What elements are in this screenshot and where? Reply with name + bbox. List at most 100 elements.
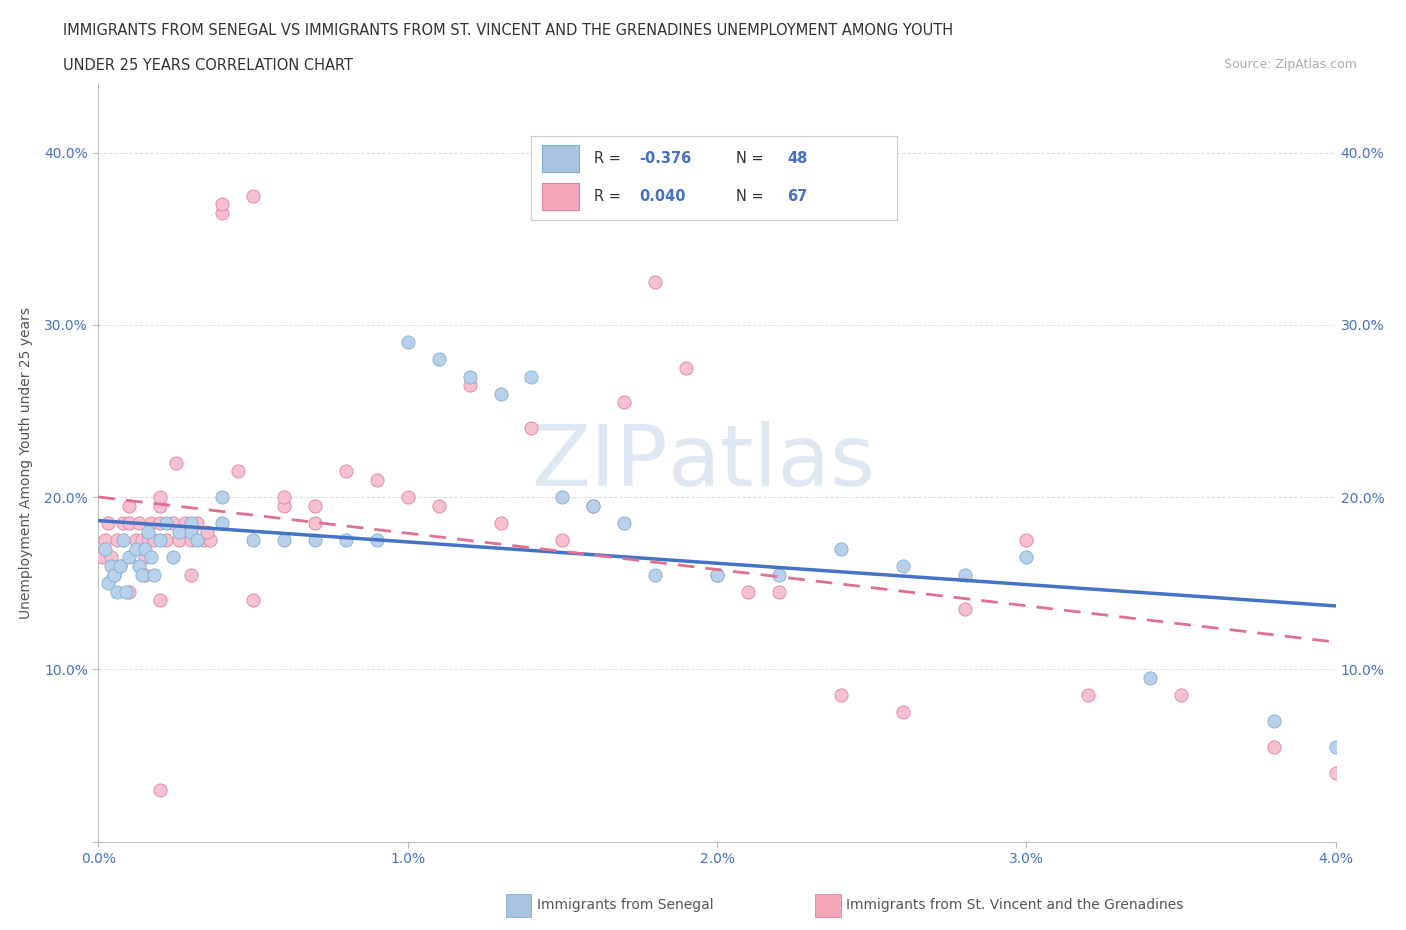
Point xyxy=(155,533,177,548)
Text: R =: R = xyxy=(593,189,626,205)
Point xyxy=(100,559,122,574)
Point xyxy=(198,533,221,548)
Point xyxy=(211,490,233,505)
Point xyxy=(458,378,481,392)
Point xyxy=(891,705,914,720)
Point xyxy=(675,361,697,376)
Point xyxy=(273,490,295,505)
Point xyxy=(366,533,388,548)
Point xyxy=(706,567,728,582)
Text: -0.376: -0.376 xyxy=(640,151,692,166)
Point xyxy=(131,567,153,582)
Point xyxy=(1015,550,1038,565)
Text: ZIP: ZIP xyxy=(531,421,668,504)
Point xyxy=(131,533,153,548)
Point xyxy=(737,584,759,599)
Text: 0.040: 0.040 xyxy=(640,189,686,205)
Bar xyxy=(543,183,579,210)
Point xyxy=(186,515,208,530)
Point xyxy=(136,533,159,548)
Point xyxy=(644,274,666,289)
Y-axis label: Unemployment Among Youth under 25 years: Unemployment Among Youth under 25 years xyxy=(20,307,32,618)
Point xyxy=(112,533,135,548)
Point xyxy=(149,533,172,548)
Point xyxy=(706,567,728,582)
Point xyxy=(1077,688,1099,703)
Point xyxy=(242,533,264,548)
Point xyxy=(1324,739,1347,754)
Point xyxy=(242,593,264,608)
Point xyxy=(520,420,543,435)
Point xyxy=(551,533,574,548)
Point xyxy=(136,525,159,539)
Point xyxy=(100,550,122,565)
Point xyxy=(128,515,150,530)
Point xyxy=(149,515,172,530)
Point xyxy=(1170,688,1192,703)
Point xyxy=(112,515,135,530)
Point xyxy=(226,464,249,479)
Point xyxy=(149,593,172,608)
Point xyxy=(108,559,131,574)
Text: Immigrants from St. Vincent and the Grenadines: Immigrants from St. Vincent and the Gren… xyxy=(846,897,1184,912)
Point xyxy=(953,602,976,617)
Point xyxy=(105,584,128,599)
Point xyxy=(180,533,202,548)
Text: UNDER 25 YEARS CORRELATION CHART: UNDER 25 YEARS CORRELATION CHART xyxy=(63,58,353,73)
Point xyxy=(489,386,512,401)
Point xyxy=(103,567,125,582)
Point xyxy=(273,533,295,548)
Point xyxy=(1324,765,1347,780)
Text: atlas: atlas xyxy=(668,421,876,504)
Point xyxy=(242,188,264,203)
Point xyxy=(582,498,605,513)
Point xyxy=(128,559,150,574)
Point xyxy=(118,515,141,530)
Point xyxy=(167,533,190,548)
Point xyxy=(613,395,636,410)
Point xyxy=(768,584,790,599)
Point xyxy=(768,567,790,582)
Point xyxy=(891,559,914,574)
Point xyxy=(134,567,156,582)
Text: R =: R = xyxy=(593,151,626,166)
Point xyxy=(953,567,976,582)
Point xyxy=(304,533,326,548)
Point xyxy=(118,550,141,565)
Point xyxy=(149,498,172,513)
Text: IMMIGRANTS FROM SENEGAL VS IMMIGRANTS FROM ST. VINCENT AND THE GRENADINES UNEMPL: IMMIGRANTS FROM SENEGAL VS IMMIGRANTS FR… xyxy=(63,23,953,38)
Point xyxy=(180,515,202,530)
Point xyxy=(118,584,141,599)
Point xyxy=(335,533,357,548)
Point xyxy=(427,352,450,366)
Point xyxy=(143,533,166,548)
Text: N =: N = xyxy=(737,189,769,205)
Point xyxy=(211,515,233,530)
Point xyxy=(180,567,202,582)
Point xyxy=(335,464,357,479)
Point xyxy=(644,567,666,582)
Point xyxy=(1263,739,1285,754)
Point xyxy=(551,490,574,505)
Point xyxy=(1139,671,1161,685)
Point xyxy=(1263,713,1285,728)
Point xyxy=(103,567,125,582)
Point xyxy=(93,533,115,548)
Point xyxy=(427,498,450,513)
Point xyxy=(520,369,543,384)
Point xyxy=(93,541,115,556)
Point xyxy=(90,550,112,565)
Point xyxy=(1015,533,1038,548)
Point xyxy=(174,515,197,530)
Point xyxy=(97,576,120,591)
Point xyxy=(134,550,156,565)
Point xyxy=(396,335,419,350)
Point xyxy=(830,541,852,556)
Point xyxy=(489,515,512,530)
Point xyxy=(124,533,146,548)
Point xyxy=(458,369,481,384)
Point xyxy=(582,498,605,513)
Point xyxy=(304,498,326,513)
Text: N =: N = xyxy=(737,151,769,166)
Point xyxy=(139,550,162,565)
